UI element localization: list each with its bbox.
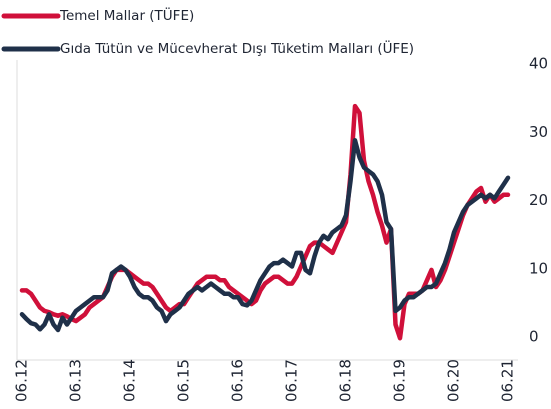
x-tick-label: 06.18 xyxy=(337,359,355,402)
x-tick-label: 06.15 xyxy=(175,359,193,402)
x-tick-label: 06.19 xyxy=(391,359,409,402)
legend-label: Gıda Tütün ve Mücevherat Dışı Tüketim Ma… xyxy=(60,39,414,57)
x-tick-label: 06.12 xyxy=(13,359,31,402)
x-tick-label: 06.20 xyxy=(445,359,463,402)
y-tick-label: 40 xyxy=(529,55,548,73)
legend-label: Temel Mallar (TÜFE) xyxy=(59,6,194,24)
x-tick-label: 06.17 xyxy=(283,359,301,402)
x-tick-label: 06.21 xyxy=(499,359,517,402)
y-tick-label: 10 xyxy=(529,259,548,277)
y-tick-label: 30 xyxy=(529,123,548,141)
x-tick-label: 06.16 xyxy=(229,359,247,402)
series-line xyxy=(19,103,511,341)
x-tick-label: 06.14 xyxy=(121,359,139,402)
y-tick-label: 20 xyxy=(529,191,548,209)
x-tick-label: 06.13 xyxy=(67,359,85,402)
series-line xyxy=(19,138,511,333)
y-tick-label: 0 xyxy=(529,328,539,346)
